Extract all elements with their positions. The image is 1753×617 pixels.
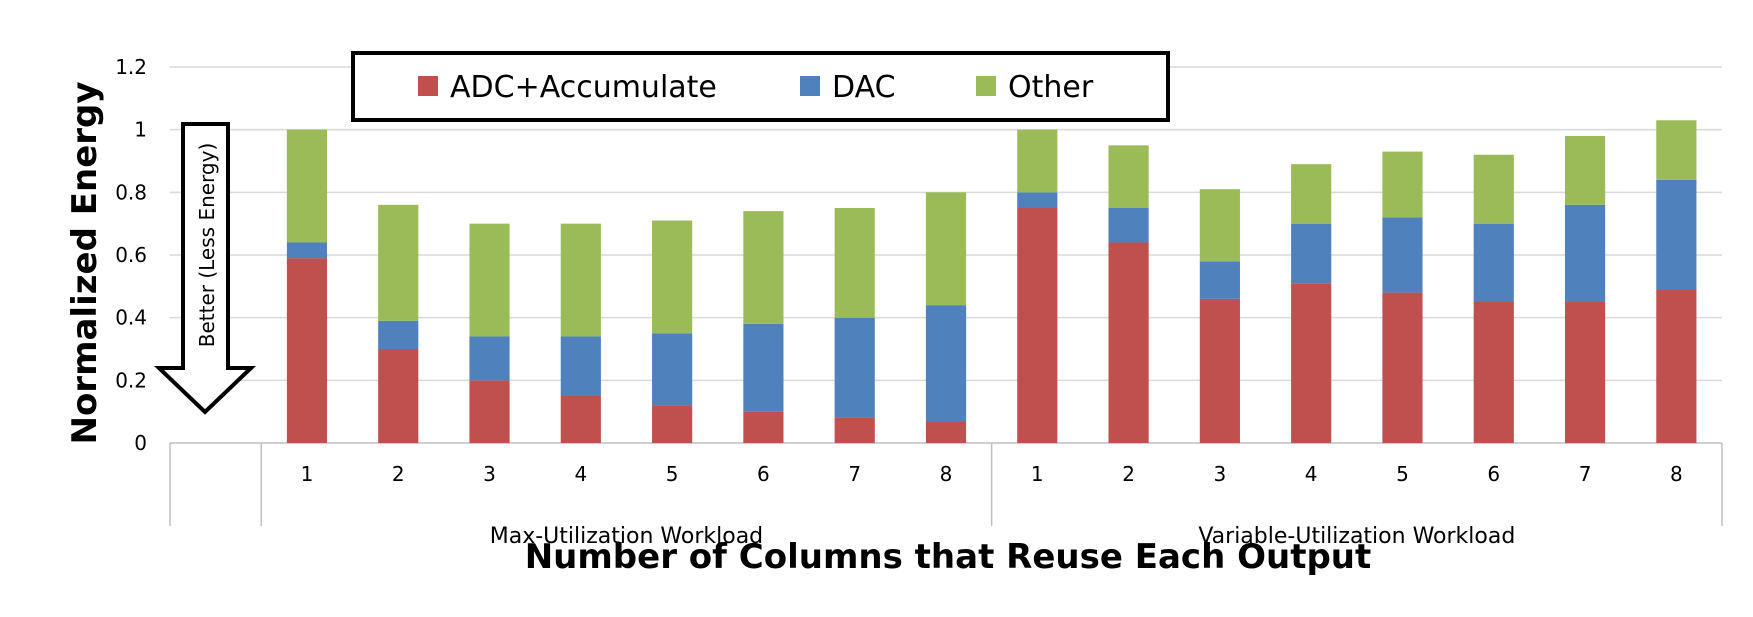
legend-swatch-other: [976, 76, 996, 96]
bar-other: [378, 204, 419, 321]
bar-other: [925, 192, 967, 306]
bar-other: [1017, 129, 1058, 193]
x-axis-title: Number of Columns that Reuse Each Output: [525, 537, 1372, 577]
x-tick-label: 2: [392, 462, 405, 486]
bar-other: [1291, 164, 1332, 224]
bar-other: [1564, 135, 1606, 205]
bar-other: [1656, 120, 1697, 180]
bar-dac: [1108, 208, 1149, 243]
bar-adc-accumulate: [1291, 283, 1332, 443]
x-axis: 1 2 3 4 5 6 7 8 1 2 3 4 5 6 7 8 Max-Utilization Workload…: [169, 443, 1723, 549]
bar-dac: [378, 320, 419, 349]
bar-dac: [1199, 261, 1240, 299]
x-tick-label: 7: [1579, 462, 1592, 486]
bar-adc-accumulate: [378, 349, 419, 443]
x-tick-label: 8: [1670, 462, 1683, 486]
bar-adc-accumulate: [469, 380, 510, 443]
bar-adc-accumulate: [286, 258, 328, 443]
bar-adc-accumulate: [1382, 292, 1423, 443]
bar-dac: [1656, 179, 1697, 290]
bar-dac: [1017, 192, 1058, 208]
y-tick-label: 1.2: [115, 55, 147, 79]
bar-other: [834, 208, 875, 318]
x-tick-label: 4: [574, 462, 587, 486]
legend-box: [351, 51, 1170, 122]
bar-adc-accumulate: [652, 405, 693, 443]
bar-adc-accumulate: [1564, 302, 1606, 443]
bar-adc-accumulate: [1017, 208, 1058, 443]
bar-other: [560, 223, 601, 337]
y-axis-ticks: 0 0.2 0.4 0.6 0.8 1 1.2: [115, 55, 147, 455]
bars: [286, 120, 1697, 443]
x-tick-label: 3: [1214, 462, 1227, 486]
x-tick-label: 4: [1305, 462, 1318, 486]
bar-other: [1382, 151, 1423, 218]
bar-dac: [925, 305, 967, 422]
legend-label-dac: DAC: [832, 70, 896, 105]
legend-label-adc-accumulate: ADC+Accumulate: [450, 70, 717, 105]
y-tick-label: 1: [134, 118, 147, 142]
y-tick-label: 0.8: [115, 180, 147, 204]
better-arrow-annotation: Better (Less Energy): [154, 122, 256, 415]
bar-adc-accumulate: [743, 411, 784, 443]
legend-swatch-dac: [800, 76, 820, 96]
bar-adc-accumulate: [1473, 302, 1514, 443]
x-tick-label: 1: [1031, 462, 1044, 486]
bar-adc-accumulate: [925, 421, 967, 443]
legend-swatch-adc-accumulate: [418, 76, 438, 96]
bar-other: [1108, 145, 1149, 208]
x-tick-label: 3: [483, 462, 496, 486]
bar-adc-accumulate: [834, 417, 875, 443]
bar-dac: [1564, 204, 1606, 302]
bar-other: [1199, 189, 1240, 262]
bar-dac: [743, 323, 784, 412]
better-label: Better (Less Energy): [195, 143, 219, 348]
x-tick-label: 1: [301, 462, 314, 486]
y-tick-label: 0.6: [115, 243, 147, 267]
y-tick-label: 0.2: [115, 368, 147, 392]
bar-adc-accumulate: [560, 396, 601, 443]
x-tick-label: 8: [940, 462, 953, 486]
bar-dac: [286, 242, 328, 259]
x-tick-label: 5: [666, 462, 679, 486]
bar-adc-accumulate: [1108, 242, 1149, 443]
bar-other: [743, 211, 784, 324]
bar-other: [469, 223, 510, 337]
group-label: Variable-Utilization Workload: [1198, 524, 1515, 549]
x-tick-label: 6: [1487, 462, 1500, 486]
bar-adc-accumulate: [1656, 289, 1697, 443]
bar-dac: [1473, 223, 1514, 302]
legend: ADC+Accumulate DAC Other: [351, 51, 1170, 122]
x-tick-label: 5: [1396, 462, 1409, 486]
bar-other: [1473, 154, 1514, 224]
group-label: Max-Utilization Workload: [490, 524, 763, 549]
bar-dac: [834, 317, 875, 418]
bar-dac: [560, 336, 601, 396]
bar-dac: [1382, 217, 1423, 293]
y-tick-label: 0: [134, 431, 147, 455]
bar-dac: [1291, 223, 1332, 284]
x-tick-label: 7: [848, 462, 861, 486]
y-tick-label: 0.4: [115, 306, 147, 330]
legend-label-other: Other: [1008, 70, 1094, 105]
x-tick-label: 6: [757, 462, 770, 486]
bar-adc-accumulate: [1199, 298, 1240, 443]
bar-other: [652, 220, 693, 334]
bar-dac: [469, 336, 510, 381]
bar-other: [286, 129, 328, 243]
x-tick-label: 2: [1122, 462, 1135, 486]
down-arrow-icon: [154, 122, 256, 415]
bar-dac: [652, 333, 693, 406]
y-axis-title: Normalized Energy: [65, 81, 105, 444]
